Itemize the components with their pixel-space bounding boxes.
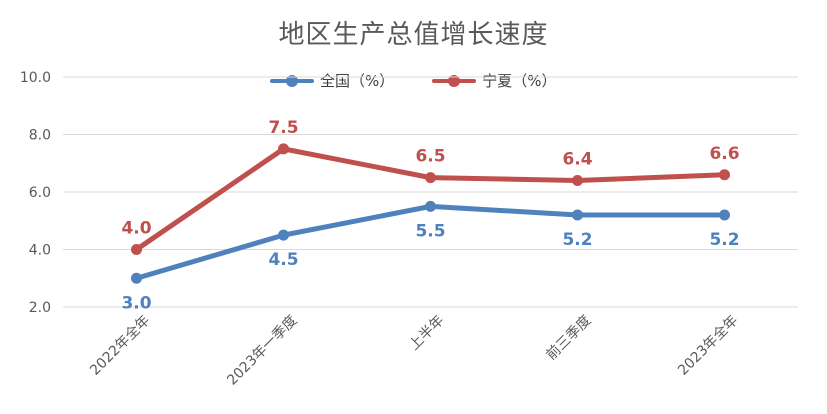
data-point: [278, 229, 289, 241]
y-tick-label: 6.0: [29, 185, 51, 201]
x-tick-label: 2023年一季度: [224, 313, 300, 389]
y-tick-label: 4.0: [29, 243, 51, 259]
data-label: 6.5: [415, 147, 445, 167]
y-tick-label: 10.0: [20, 70, 51, 86]
data-point: [425, 172, 436, 184]
data-label: 4.0: [121, 219, 151, 239]
data-point: [719, 169, 730, 181]
y-tick-label: 8.0: [29, 128, 51, 144]
x-tick-label: 2022年全年: [86, 312, 153, 379]
data-point: [572, 209, 583, 221]
series-line-0: [134, 203, 727, 281]
x-tick-label: 前三季度: [543, 312, 595, 364]
data-point: [572, 175, 583, 186]
x-tick-label: 2023年全年: [674, 312, 741, 379]
x-tick-label: 上半年: [406, 313, 447, 354]
data-label: 6.6: [709, 144, 739, 164]
data-label: 5.2: [709, 230, 739, 250]
data-point: [719, 209, 730, 221]
data-point: [425, 200, 436, 212]
data-point: [278, 143, 289, 155]
data-point: [131, 272, 142, 284]
y-tick-label: 2.0: [29, 300, 51, 316]
data-label: 3.0: [121, 293, 151, 313]
chart-title: 地区生产总值增长速度: [278, 20, 549, 50]
data-point: [131, 244, 142, 255]
data-label: 5.5: [415, 221, 445, 241]
data-label: 4.5: [268, 250, 298, 270]
data-label: 7.5: [268, 118, 298, 138]
data-label: 6.4: [562, 150, 592, 170]
data-label: 5.2: [562, 230, 592, 250]
